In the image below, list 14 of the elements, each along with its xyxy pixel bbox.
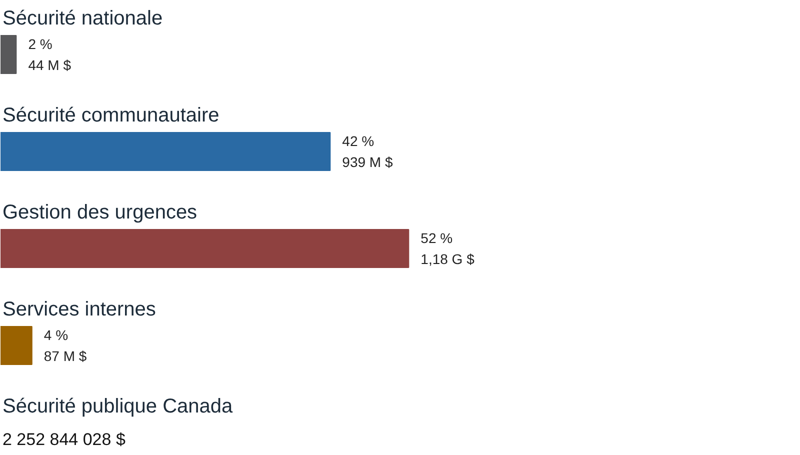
text: 2 252 844 028 $	[2, 430, 126, 449]
bar	[0, 132, 331, 171]
y-tick-label: Services internes	[2, 298, 156, 320]
bar	[0, 35, 17, 74]
bar	[0, 229, 410, 268]
y-tick-label: Sécurité communautaire	[2, 104, 220, 126]
y-tick-label: Gestion des urgences	[2, 202, 198, 224]
data-label: 4 % 87 M $	[44, 327, 87, 364]
y-tick-label: Sécurité nationale	[2, 8, 163, 30]
bar	[0, 326, 32, 365]
data-label: 42 % 939 M $	[342, 133, 393, 170]
text: Sécurité publique Canada	[2, 396, 234, 418]
data-label: 2 % 44 M $	[28, 36, 72, 73]
data-label: 52 % 1,18 G $	[420, 230, 475, 267]
